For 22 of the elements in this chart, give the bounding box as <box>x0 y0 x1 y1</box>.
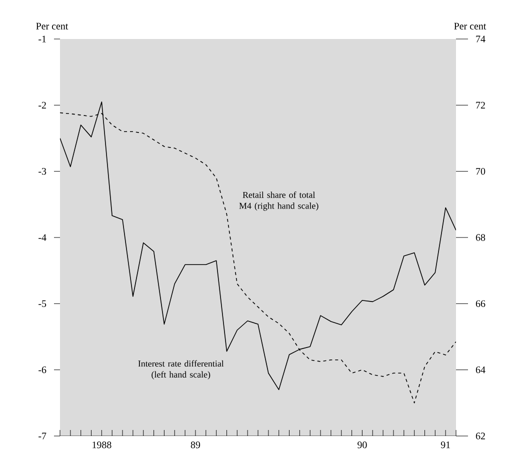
y-tick-label: -5 <box>38 300 46 307</box>
y-tick-label: -4 <box>38 234 46 241</box>
series-label: Interest rate differential (left hand scale) <box>138 360 224 380</box>
x-tick-label: 1988 <box>92 442 112 448</box>
y2-tick-label: 62 <box>476 432 485 440</box>
y-tick-label: -2 <box>38 102 46 108</box>
series-label: Retail share of total M4 (right hand scale) <box>239 192 318 211</box>
y2-tick-label: 64 <box>476 366 486 374</box>
y2-tick-label: 72 <box>476 102 485 108</box>
x-tick-label: 91 <box>440 442 450 448</box>
y2-axis-title: Per cent <box>454 22 486 30</box>
y2-tick-label: 74 <box>476 36 486 42</box>
x-tick-label: 89 <box>190 442 200 448</box>
x-tick-label: 90 <box>358 442 367 448</box>
y-tick-label: -1 <box>38 36 46 42</box>
y-tick-label: -7 <box>38 432 46 440</box>
y2-tick-label: 70 <box>476 168 486 175</box>
y2-tick-label: 66 <box>476 300 486 308</box>
y2-tick-label: 68 <box>476 234 486 241</box>
y-tick-label: -3 <box>38 168 46 175</box>
y-tick-label: -6 <box>38 366 46 374</box>
y-axis-title: Per cent <box>36 22 68 30</box>
